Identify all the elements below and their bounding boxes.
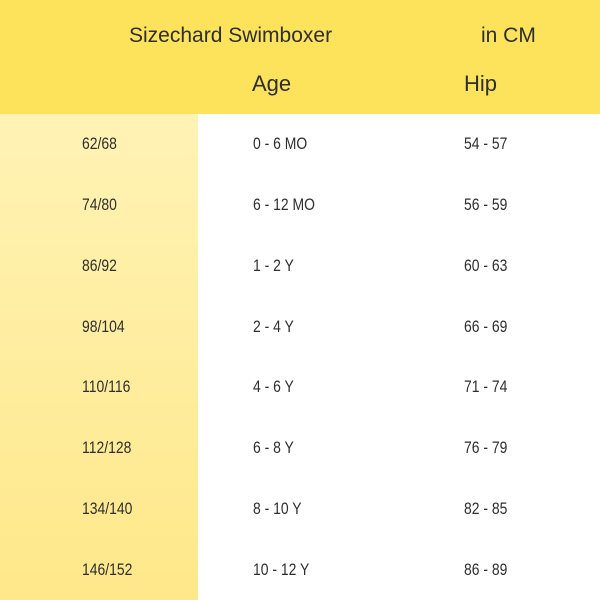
age-cell-text: 4 - 6 Y [253, 377, 294, 397]
size-cell-text: 146/152 [82, 559, 133, 579]
age-cell-text: 0 - 6 MO [253, 134, 308, 154]
age-cell: 0 - 6 MO [253, 114, 319, 175]
age-cell-text: 6 - 8 Y [253, 438, 294, 458]
table-row: 74/80 6 - 12 MO 56 - 59 [0, 175, 600, 236]
table-row: 98/104 2 - 4 Y 66 - 69 [0, 296, 600, 357]
table-row: 134/140 8 - 10 Y 82 - 85 [0, 479, 600, 540]
size-cell: 112/128 [82, 418, 142, 479]
column-header-hip: Hip [464, 71, 498, 96]
size-column-background [0, 114, 198, 600]
age-cell-text: 10 - 12 Y [253, 559, 310, 579]
table-row: 110/116 4 - 6 Y 71 - 74 [0, 357, 600, 418]
hip-cell: 71 - 74 [464, 357, 517, 418]
size-cell-text: 74/80 [82, 195, 117, 215]
age-cell: 2 - 4 Y [253, 296, 303, 357]
hip-cell: 82 - 85 [464, 479, 517, 540]
hip-cell-text: 54 - 57 [464, 134, 508, 154]
age-cell: 6 - 8 Y [253, 418, 303, 479]
table-row: 112/128 6 - 8 Y 76 - 79 [0, 418, 600, 479]
hip-cell-text: 76 - 79 [464, 438, 508, 458]
size-cell-text: 112/128 [82, 438, 132, 458]
age-cell-text: 6 - 12 MO [253, 195, 315, 215]
age-cell: 6 - 12 MO [253, 175, 329, 236]
table-row: 62/68 0 - 6 MO 54 - 57 [0, 114, 600, 175]
hip-cell-text: 71 - 74 [464, 377, 508, 397]
hip-cell: 56 - 59 [464, 175, 517, 236]
size-cell-text: 98/104 [82, 316, 125, 336]
chart-title: Sizechard Swimboxer [129, 24, 333, 47]
age-cell: 1 - 2 Y [253, 236, 303, 297]
size-cell: 134/140 [82, 479, 143, 540]
size-cell: 86/92 [82, 236, 125, 297]
size-cell: 98/104 [82, 296, 134, 357]
hip-cell: 86 - 89 [464, 539, 517, 600]
age-cell-text: 2 - 4 Y [253, 316, 294, 336]
hip-cell-text: 56 - 59 [464, 195, 508, 215]
table-row: 146/152 10 - 12 Y 86 - 89 [0, 539, 600, 600]
column-header-age: Age [252, 71, 292, 96]
size-cell-text: 62/68 [82, 134, 117, 154]
size-cell: 146/152 [82, 539, 143, 600]
hip-cell-text: 82 - 85 [464, 498, 508, 518]
age-cell: 8 - 10 Y [253, 479, 312, 540]
table-header: Sizechard Swimboxer in CM Age Hip [0, 0, 600, 114]
size-cell: 74/80 [82, 175, 125, 236]
size-cell: 110/116 [82, 357, 141, 418]
age-cell: 10 - 12 Y [253, 539, 322, 600]
table-row: 86/92 1 - 2 Y 60 - 63 [0, 236, 600, 297]
unit-label: in CM [481, 24, 536, 47]
size-cell: 62/68 [82, 114, 125, 175]
hip-cell: 66 - 69 [464, 296, 517, 357]
hip-cell-text: 66 - 69 [464, 316, 508, 336]
age-cell: 4 - 6 Y [253, 357, 303, 418]
hip-cell: 76 - 79 [464, 418, 517, 479]
hip-cell: 54 - 57 [464, 114, 517, 175]
hip-cell-text: 86 - 89 [464, 559, 508, 579]
hip-cell-text: 60 - 63 [464, 255, 508, 275]
hip-cell: 60 - 63 [464, 236, 517, 297]
age-cell-text: 1 - 2 Y [253, 255, 294, 275]
size-cell-text: 134/140 [82, 498, 133, 518]
age-cell-text: 8 - 10 Y [253, 498, 302, 518]
size-cell-text: 110/116 [82, 377, 131, 397]
size-cell-text: 86/92 [82, 255, 117, 275]
